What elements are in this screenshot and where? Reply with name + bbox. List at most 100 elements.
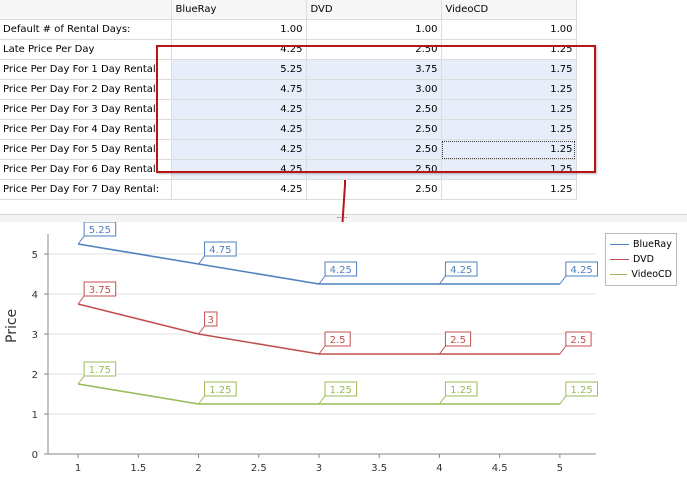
- data-label: 4.25: [330, 265, 352, 276]
- grid-cell[interactable]: 1.25: [441, 39, 577, 60]
- data-label: 4.75: [209, 245, 231, 256]
- grid-cell[interactable]: 1.25: [441, 179, 577, 200]
- grid-cell[interactable]: 3.75: [306, 59, 442, 80]
- rental-price-grid: BlueRay DVD VideoCD Default # of Rental …: [0, 0, 687, 212]
- grid-cell[interactable]: 1.00: [171, 19, 307, 40]
- row-header[interactable]: Price Per Day For 7 Day Rental:: [0, 179, 172, 200]
- data-label-leader: [439, 395, 446, 405]
- grid-cell[interactable]: 1.75: [441, 59, 577, 80]
- x-tick-label: 3: [316, 463, 322, 474]
- row-header[interactable]: Price Per Day For 1 Day Rental:: [0, 59, 172, 80]
- series-dvd: 3.75 3 2.5 2.5 2.5: [77, 281, 592, 355]
- data-label: 4.25: [450, 265, 472, 276]
- plot-area: [48, 234, 596, 454]
- splitter-grip[interactable]: [337, 217, 347, 221]
- legend-swatch: [610, 244, 629, 245]
- x-tick-label: 3.5: [371, 463, 387, 474]
- table-row[interactable]: Price Per Day For 1 Day Rental: 5.25 3.75 1…: [0, 59, 577, 80]
- legend-label: DVD: [633, 254, 654, 265]
- grid-cell[interactable]: 1.25: [441, 79, 577, 100]
- data-label: 3: [208, 315, 214, 326]
- table-row[interactable]: Default # of Rental Days: 1.00 1.00 1.00: [0, 19, 577, 40]
- grid-cell[interactable]: 4.25: [171, 39, 307, 60]
- data-label-leader: [198, 325, 205, 335]
- grid-cell[interactable]: 4.25: [171, 159, 307, 180]
- legend-item: BlueRay: [610, 237, 672, 252]
- grid-cell[interactable]: 2.50: [306, 39, 442, 60]
- data-label-box: [324, 261, 358, 277]
- column-header-row: BlueRay DVD VideoCD: [0, 0, 577, 20]
- column-header-dvd[interactable]: DVD: [306, 0, 442, 20]
- grid-cell[interactable]: 2.50: [306, 119, 442, 140]
- grid-cell[interactable]: 4.25: [171, 179, 307, 200]
- grid-cell[interactable]: 4.25: [171, 119, 307, 140]
- data-label-leader: [77, 295, 85, 305]
- data-label-leader: [439, 275, 446, 285]
- series-videocd: 1.75 1.25 1.25 1.25 1.25: [77, 361, 598, 405]
- table-row[interactable]: Price Per Day For 3 Day Rental: 4.25 2.50 1…: [0, 99, 577, 120]
- legend-item: DVD: [610, 252, 672, 267]
- data-label: 1.25: [209, 385, 231, 396]
- table-row[interactable]: Late Price Per Day 4.25 2.50 1.25: [0, 39, 577, 60]
- data-label-box: [83, 222, 117, 237]
- data-label-box: [324, 381, 358, 397]
- grid-cell[interactable]: 3.00: [306, 79, 442, 100]
- x-tick-label: 2.5: [251, 463, 267, 474]
- grid-cell[interactable]: 4.75: [171, 79, 307, 100]
- data-label-leader: [198, 255, 205, 265]
- row-header[interactable]: Price Per Day For 2 Day Rental:: [0, 79, 172, 100]
- grid-cell[interactable]: 2.50: [306, 179, 442, 200]
- grid-cell[interactable]: 2.50: [306, 139, 442, 160]
- grid-cell[interactable]: 1.25: [441, 139, 577, 160]
- grid-cell[interactable]: 5.25: [171, 59, 307, 80]
- row-header[interactable]: Late Price Per Day: [0, 39, 172, 60]
- data-label: 1.25: [571, 385, 593, 396]
- chart-plot: 0 1 2 3 4 5 1 1.5 2 2.5 3 3.5 4 4.5 5 5.25 4.75 4.25 4.25 4…: [32, 222, 598, 474]
- data-label-box: [204, 311, 218, 327]
- data-label-leader: [198, 395, 205, 405]
- grid-cell[interactable]: 1.00: [441, 19, 577, 40]
- data-label: 4.25: [571, 265, 593, 276]
- data-label-box: [444, 261, 478, 277]
- row-header[interactable]: Price Per Day For 6 Day Rental:: [0, 159, 172, 180]
- data-label: 1.25: [330, 385, 352, 396]
- data-label-box: [444, 381, 478, 397]
- data-label-leader: [559, 395, 567, 405]
- data-label-box: [565, 331, 592, 347]
- table-row[interactable]: Price Per Day For 7 Day Rental: 4.25 2.50 1…: [0, 179, 577, 200]
- table-row[interactable]: Price Per Day For 4 Day Rental: 4.25 2.50 1…: [0, 119, 577, 140]
- grid-cell[interactable]: 1.25: [441, 119, 577, 140]
- row-header[interactable]: Price Per Day For 4 Day Rental:: [0, 119, 172, 140]
- grid-cell[interactable]: 1.25: [441, 99, 577, 120]
- column-header-blueray[interactable]: BlueRay: [171, 0, 307, 20]
- table-row[interactable]: Price Per Day For 5 Day Rental: 4.25 2.50 1…: [0, 139, 577, 160]
- data-label-box: [204, 241, 237, 257]
- table-row[interactable]: Price Per Day For 2 Day Rental: 4.75 3.00 1…: [0, 79, 577, 100]
- x-tick-label: 5: [557, 463, 563, 474]
- price-table: BlueRay DVD VideoCD Default # of Rental …: [0, 0, 577, 200]
- data-label: 1.25: [450, 385, 472, 396]
- table-row[interactable]: Price Per Day For 6 Day Rental: 4.25 2.50 1…: [0, 159, 577, 180]
- legend-label: VideoCD: [631, 269, 672, 280]
- data-label: 3.75: [89, 285, 111, 296]
- x-tick-label: 2: [195, 463, 201, 474]
- data-label-leader: [318, 395, 326, 405]
- data-label: 5.25: [89, 225, 111, 236]
- column-header-videocd[interactable]: VideoCD: [441, 0, 577, 20]
- row-header[interactable]: Default # of Rental Days:: [0, 19, 172, 40]
- data-label-box: [565, 381, 598, 397]
- grid-cell[interactable]: 1.25: [441, 159, 577, 180]
- grid-cell[interactable]: 2.50: [306, 99, 442, 120]
- data-label-box: [565, 261, 598, 277]
- grid-cell[interactable]: 4.25: [171, 99, 307, 120]
- row-header[interactable]: Price Per Day For 3 Day Rental:: [0, 99, 172, 120]
- grid-cell[interactable]: 1.00: [306, 19, 442, 40]
- grid-cell[interactable]: 2.50: [306, 159, 442, 180]
- data-label: 2.5: [571, 335, 587, 346]
- row-header[interactable]: Price Per Day For 5 Day Rental:: [0, 139, 172, 160]
- data-label-leader: [77, 235, 85, 245]
- y-tick-label: 4: [32, 290, 38, 301]
- data-label-leader: [439, 345, 446, 355]
- corner-header: [0, 0, 172, 20]
- grid-cell[interactable]: 4.25: [171, 139, 307, 160]
